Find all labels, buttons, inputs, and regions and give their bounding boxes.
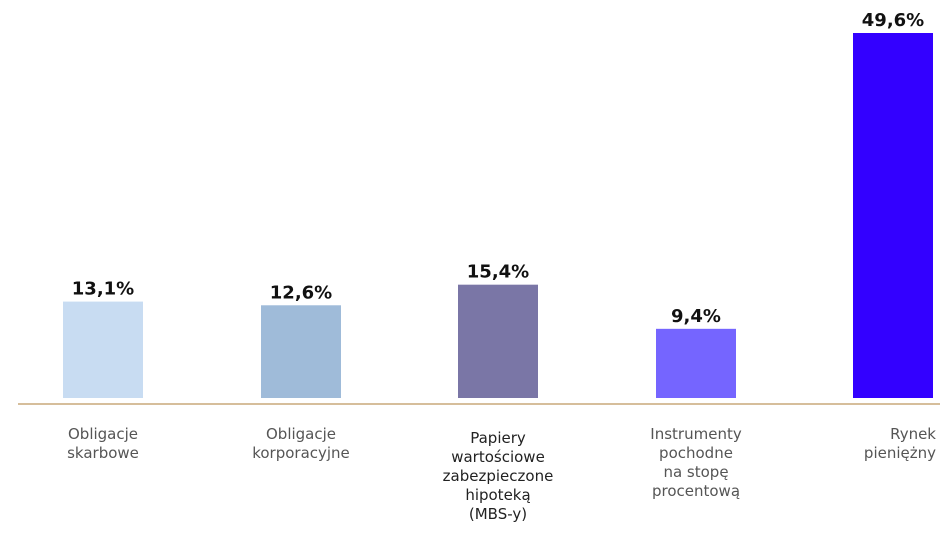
bars-group — [63, 33, 933, 398]
bar-2 — [261, 305, 341, 398]
value-label-4: 9,4% — [671, 306, 721, 327]
category-label-2: Obligacje korporacyjne — [252, 425, 350, 462]
value-label-1: 13,1% — [72, 279, 134, 300]
category-label-4: Instrumenty pochodne na stopę procentową — [650, 425, 742, 500]
bar-3 — [458, 284, 538, 398]
category-label-3: Papiery wartościowe zabezpieczone hipote… — [442, 429, 554, 523]
bar-1 — [63, 301, 143, 398]
category-label-1: Obligacje skarbowe — [67, 425, 139, 462]
value-label-3: 15,4% — [467, 262, 529, 283]
value-labels-group: 13,1% 12,6% 15,4% 9,4% 49,6% — [72, 10, 924, 327]
category-label-5: Rynek pieniężny — [863, 425, 936, 462]
bar-5 — [853, 33, 933, 398]
value-label-2: 12,6% — [270, 282, 332, 303]
bar-4 — [656, 328, 736, 398]
value-label-5: 49,6% — [862, 10, 924, 31]
